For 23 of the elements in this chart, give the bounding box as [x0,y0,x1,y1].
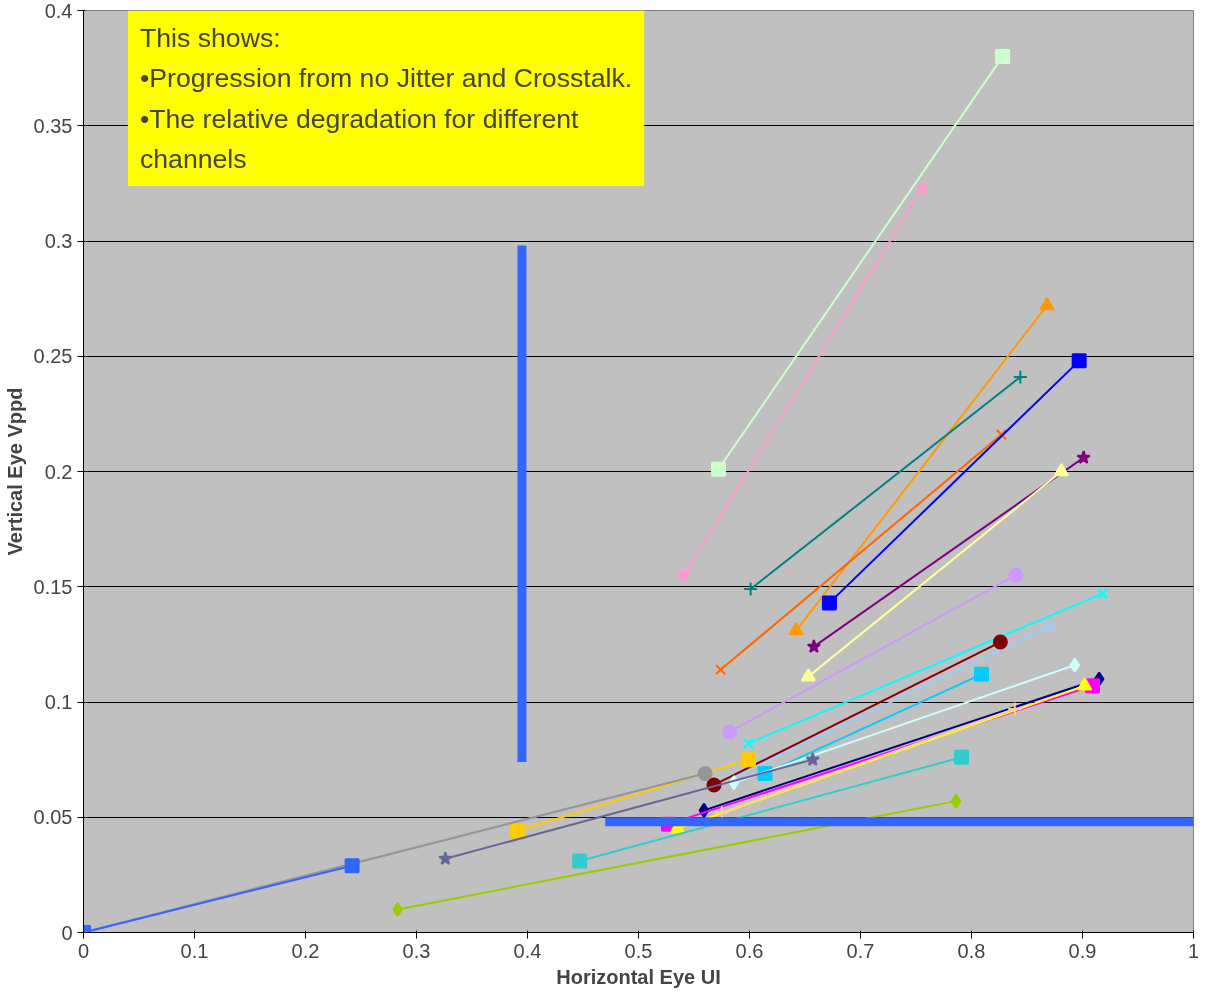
x-tick-label: 0.2 [291,939,320,962]
y-tick-label: 0 [61,921,73,944]
x-tick-label: 0.6 [735,939,764,962]
y-tick-label: 0.3 [44,230,73,252]
x-tick-label: 0.3 [402,939,431,962]
y-tick-label: 0.1 [44,691,73,713]
y-tick-label: 0.4 [44,0,73,22]
y-tick-label: 0.35 [33,114,73,137]
x-tick-label: 1 [1187,939,1200,962]
y-tick-label: 0.2 [44,460,73,483]
x-tick-label: 0.7 [846,939,875,962]
x-tick-label: 0.1 [180,939,209,962]
annotation: This shows: •Progression from no Jitter and Crosstalk. •The relative degradation for different channels [139,22,633,174]
x-tick-label: 0.4 [513,939,542,962]
y-tick-label: 0.25 [33,345,73,368]
y-tick-label: 0.15 [33,575,73,598]
x-tick-label: 0.8 [957,939,986,962]
x-tick-label: 0 [77,939,90,962]
y-tick-label: 0.05 [33,806,73,829]
x-tick-label: 0.5 [624,939,653,962]
y-axis-title: Vertical Eye Vppd [3,387,26,556]
x-tick-label: 0.9 [1068,939,1097,962]
x-axis-title: Horizontal Eye UI [556,965,721,988]
